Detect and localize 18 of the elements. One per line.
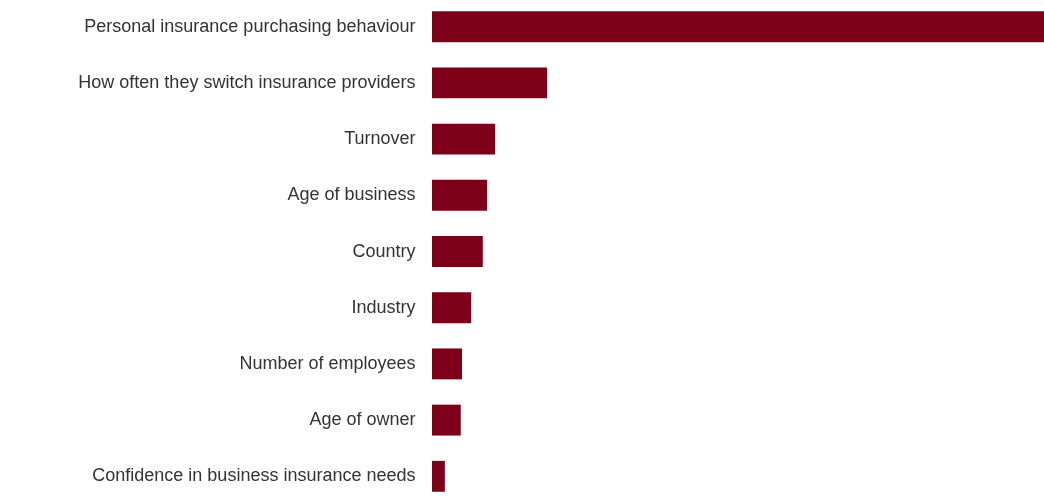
- y-tick-label: Personal insurance purchasing behaviour: [84, 15, 416, 36]
- y-tick-label: Turnover: [344, 128, 416, 149]
- bar: [432, 11, 1044, 43]
- bar: [432, 404, 461, 436]
- y-tick-label: Country: [352, 240, 416, 261]
- bar: [432, 179, 488, 211]
- y-tick-label: Number of employees: [239, 352, 416, 373]
- y-tick-label: Age of owner: [309, 409, 416, 430]
- y-tick-label: Confidence in business insurance needs: [92, 465, 416, 486]
- y-tick-label: How often they switch insurance providers: [78, 71, 416, 92]
- y-tick-label: Industry: [351, 296, 416, 317]
- bar: [432, 67, 548, 99]
- bar: [432, 123, 496, 155]
- y-tick-label: Age of business: [287, 184, 416, 205]
- bar: [432, 460, 445, 492]
- bar: [432, 348, 462, 380]
- bar: [432, 236, 483, 267]
- bar: [432, 292, 472, 324]
